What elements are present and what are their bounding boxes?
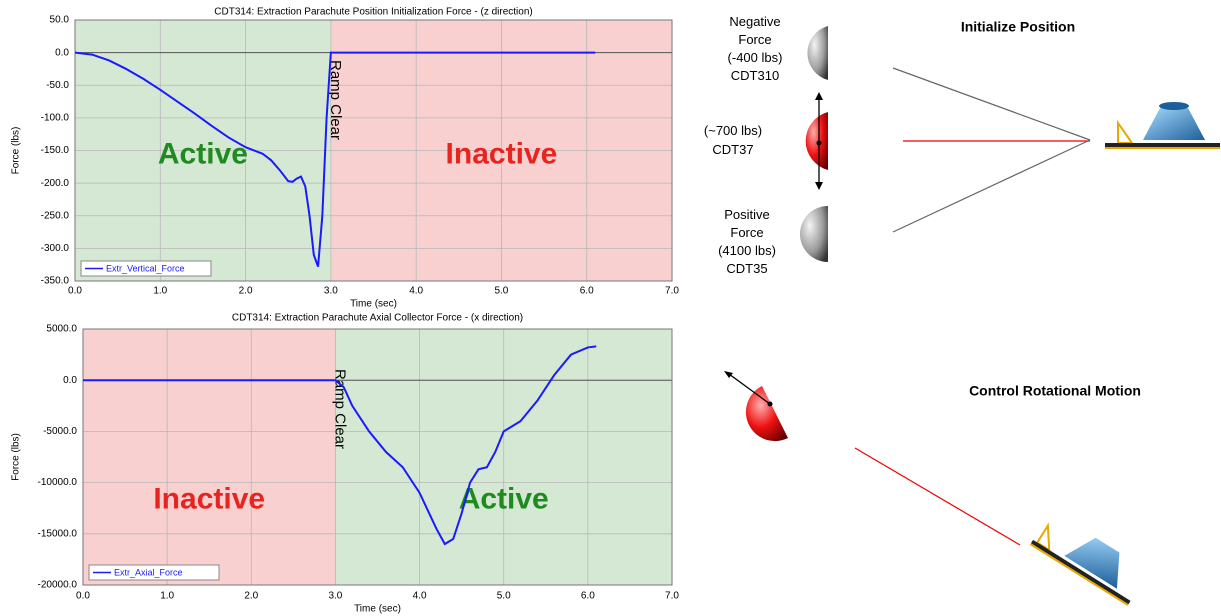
x-tick-label: 5.0: [497, 591, 511, 602]
y-tick-label: -300.0: [41, 243, 70, 254]
heading: Control Rotational Motion: [969, 383, 1141, 399]
line: [854, 447, 1021, 546]
arrow-head: [724, 371, 733, 378]
y-tick-label: 0.0: [63, 375, 77, 386]
weight-label: Negative Force (-400 lbs) CDT310: [728, 14, 783, 83]
region: [83, 329, 336, 585]
chart-title: CDT314: Extraction Parachute Axial Colle…: [232, 313, 523, 324]
y-tick-label: -15000.0: [38, 528, 78, 539]
x-tick-label: 4.0: [409, 286, 423, 297]
x-tick-label: 3.0: [324, 286, 338, 297]
x-tick-label: 3.0: [328, 591, 342, 602]
x-tick-label: 1.0: [153, 286, 167, 297]
legend-box: [88, 564, 220, 581]
region-label: Active: [459, 483, 549, 516]
plot-frame: [82, 328, 673, 586]
line: [892, 139, 1091, 233]
charts: 50.0 0.0 -50.0 -100.0 -150.0 -200.0 -250.0 -300…: [11, 7, 680, 615]
chart-title: CDT314: Extraction Parachute Position In…: [214, 7, 532, 18]
x-tick-label: 6.0: [580, 286, 594, 297]
weight-label: (~700 lbs) CDT37: [704, 123, 762, 157]
x-axis-label: Time (sec): [354, 604, 401, 615]
x-tick-label: 5.0: [494, 286, 508, 297]
legend-box: [80, 260, 212, 277]
region-label: Inactive: [446, 137, 558, 170]
x-tick-label: 7.0: [665, 286, 679, 297]
y-tick-label: -350.0: [41, 276, 70, 287]
capsule: [1029, 522, 1131, 606]
x-tick-label: 4.0: [413, 591, 427, 602]
line: [892, 67, 1091, 141]
heading: Initialize Position: [961, 19, 1075, 35]
y-tick-label: 50.0: [50, 15, 70, 26]
x-tick-label: 0.0: [76, 591, 90, 602]
x-axis-label: Time (sec): [350, 299, 397, 310]
y-tick-label: -10000.0: [38, 477, 78, 488]
annotation: Ramp Clear: [327, 60, 344, 140]
legend-label: Extr_Axial_Force: [114, 567, 183, 577]
region-label: Active: [158, 137, 248, 170]
x-tick-label: 7.0: [665, 591, 679, 602]
legend-label: Extr_Vertical_Force: [106, 263, 185, 273]
x-tick-label: 2.0: [239, 286, 253, 297]
y-tick-label: -50.0: [46, 80, 69, 91]
x-tick-label: 0.0: [68, 286, 82, 297]
x-tick-label: 6.0: [581, 591, 595, 602]
y-axis-label: Force (lbs): [11, 127, 22, 175]
weight-red: [805, 112, 828, 170]
y-axis-label: Force (lbs): [11, 433, 22, 481]
diagram: Negative Force (-400 lbs) CDT310 (~700 lbs)…: [704, 14, 1220, 606]
line-series: [83, 345, 597, 546]
region-label: Inactive: [153, 483, 265, 516]
x-tick-label: 1.0: [160, 591, 174, 602]
weight-gray: [800, 206, 828, 262]
weight-red: [745, 386, 788, 442]
arrow: [728, 373, 771, 405]
x-tick-label: 2.0: [244, 591, 258, 602]
y-tick-label: -5000.0: [43, 426, 77, 437]
y-tick-label: -20000.0: [38, 580, 78, 591]
plot-frame: [74, 19, 673, 282]
y-tick-label: 5000.0: [46, 324, 77, 335]
y-tick-label: -150.0: [41, 145, 70, 156]
weight-gray: [807, 26, 828, 80]
y-tick-label: -200.0: [41, 178, 70, 189]
y-tick-label: -100.0: [41, 113, 70, 124]
capsule: [1105, 102, 1220, 149]
y-tick-label: -250.0: [41, 210, 70, 221]
weight-label: Positive Force (4100 lbs) CDT35: [718, 207, 776, 276]
line-series: [74, 51, 596, 267]
y-tick-label: 0.0: [55, 47, 69, 58]
